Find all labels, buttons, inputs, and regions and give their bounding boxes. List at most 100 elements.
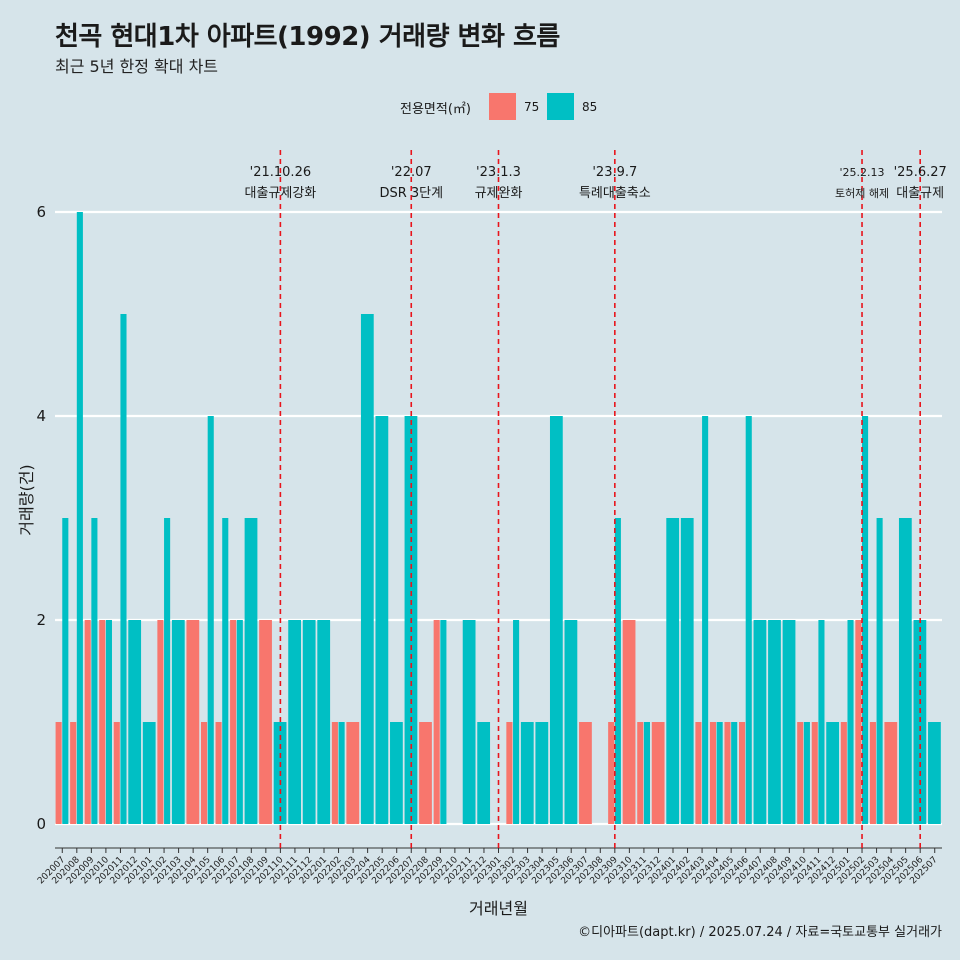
bar-75-202503 (869, 722, 876, 824)
y-axis-title: 거래량(건) (17, 464, 36, 535)
bar-85-202205 (375, 416, 389, 824)
legend-swatch-75 (489, 93, 516, 120)
bar-85-202306 (564, 620, 578, 824)
bar-75-202404 (709, 722, 717, 824)
event-label-2: 규제완화 (475, 186, 523, 201)
bar-75-202501 (840, 722, 847, 824)
event-label-4: 토허제 해제 (835, 186, 889, 200)
bar-85-202202 (338, 722, 345, 824)
bar-85-202201 (317, 620, 331, 824)
bar-85-202302 (513, 620, 520, 824)
bar-75-202209 (433, 620, 440, 824)
bar-85-202411 (818, 620, 825, 824)
bar-85-202008 (76, 212, 83, 824)
y-tick-label: 6 (36, 203, 46, 221)
bar-85-202204 (360, 314, 374, 824)
bar-85-202412 (826, 722, 840, 824)
bar-85-202011 (120, 314, 127, 824)
bar-85-202211 (462, 620, 476, 824)
bar-85-202408 (768, 620, 781, 824)
bar-85-202404 (716, 722, 723, 824)
bar-85-202501 (847, 620, 854, 824)
bar-85-202012 (128, 620, 142, 824)
event-date-2: '23.1.3 (476, 165, 521, 180)
bar-75-202310 (622, 620, 636, 824)
bar-75-202010 (99, 620, 106, 824)
bar-85-202507 (928, 722, 941, 824)
source-caption: ©디아파트(dapt.kr) / 2025.07.24 / 자료=국토교통부 실… (578, 925, 942, 940)
bar-85-202108 (244, 518, 258, 824)
bar-75-202106 (215, 722, 222, 824)
bar-85-202101 (142, 722, 156, 824)
bar-85-202007 (62, 518, 69, 824)
bar-85-202212 (477, 722, 491, 824)
event-label-0: 대출규제강화 (245, 186, 317, 201)
bar-85-202305 (549, 416, 563, 824)
bar-75-202109 (259, 620, 272, 824)
bar-85-202009 (91, 518, 98, 824)
bar-75-202203 (346, 722, 360, 824)
bar-85-202406 (745, 416, 752, 824)
bar-85-202107 (236, 620, 243, 824)
bar-85-202112 (302, 620, 316, 824)
bar-85-202303 (520, 722, 534, 824)
bar-85-202405 (731, 722, 738, 824)
bar-75-202007 (55, 722, 62, 824)
bar-75-202406 (739, 722, 746, 824)
event-date-4: '25.2.13 (840, 166, 885, 179)
bar-75-202102 (157, 620, 164, 824)
bar-85-202401 (666, 518, 680, 824)
bar-85-202111 (288, 620, 302, 824)
bar-85-202505 (898, 518, 912, 824)
legend-swatch-85 (547, 93, 574, 120)
bar-85-202103 (171, 620, 185, 824)
bar-85-202409 (782, 620, 796, 824)
bar-75-202008 (70, 722, 77, 824)
event-label-3: 특례대출축소 (579, 186, 651, 201)
event-label-5: 대출규제 (896, 186, 944, 201)
event-date-5: '25.6.27 (894, 165, 947, 180)
bar-75-202504 (884, 722, 898, 824)
bar-85-202403 (702, 416, 709, 824)
bar-75-202405 (724, 722, 731, 824)
bar-85-202206 (390, 722, 403, 824)
chart-subtitle: 최근 5년 한정 확대 차트 (55, 57, 219, 76)
bar-75-202302 (506, 722, 513, 824)
bar-75-202403 (695, 722, 702, 824)
bar-85-202407 (753, 620, 767, 824)
bar-75-202011 (113, 722, 120, 824)
bar-75-202107 (230, 620, 237, 824)
bar-75-202208 (419, 722, 432, 824)
bar-75-202410 (797, 722, 804, 824)
bar-75-202312 (651, 722, 665, 824)
legend: 전용면적(㎡) 75 85 (0, 92, 960, 122)
event-date-3: '23.9.7 (592, 165, 637, 180)
x-axis-title: 거래년월 (469, 899, 528, 918)
bar-85-202402 (680, 518, 694, 824)
bar-75-202009 (84, 620, 91, 824)
bar-75-202311 (637, 722, 644, 824)
bar-75-202307 (579, 722, 592, 824)
bar-75-202104 (186, 620, 200, 824)
bar-85-202311 (643, 722, 650, 824)
event-label-1: DSR 3단계 (379, 186, 443, 201)
event-date-1: '22.07 (391, 165, 432, 180)
bar-75-202411 (811, 722, 818, 824)
legend-label-75: 75 (524, 100, 540, 114)
bar-85-202010 (105, 620, 112, 824)
bar-85-202502 (862, 416, 869, 824)
bar-85-202105 (207, 416, 214, 824)
chart-title: 천곡 현대1차 아파트(1992) 거래량 변화 흐름 (55, 22, 560, 52)
bar-85-202309 (614, 518, 621, 824)
y-tick-label: 4 (36, 407, 46, 425)
bar-75-202309 (608, 722, 615, 824)
bar-75-202502 (855, 620, 862, 824)
legend-label-85: 85 (582, 100, 598, 114)
bar-85-202102 (164, 518, 171, 824)
legend-title: 전용면적(㎡) (400, 102, 471, 117)
bar-75-202105 (200, 722, 208, 824)
bar-85-202304 (535, 722, 549, 824)
event-date-0: '21.10.26 (250, 165, 311, 180)
bar-75-202202 (331, 722, 338, 824)
